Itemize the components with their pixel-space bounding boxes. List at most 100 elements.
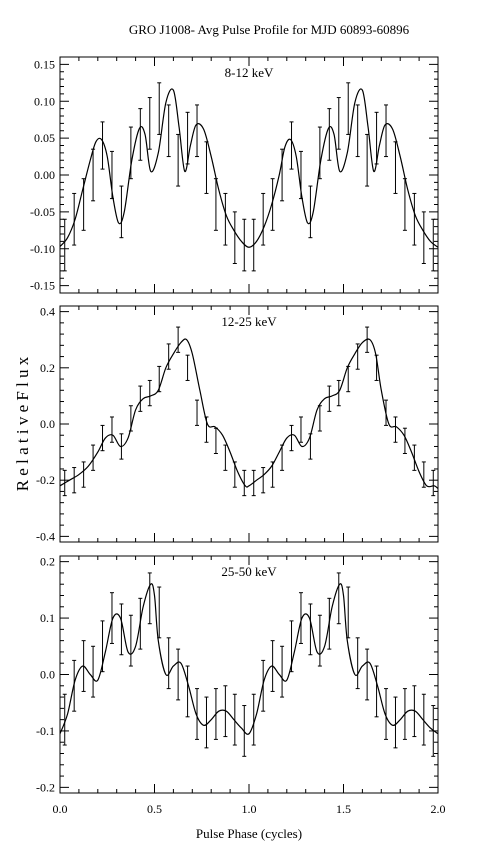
error-bar <box>393 416 398 443</box>
error-bar <box>195 104 200 158</box>
error-bar <box>128 126 133 180</box>
error-bar <box>251 218 256 272</box>
error-bar <box>308 433 313 460</box>
error-bar <box>431 705 436 757</box>
error-bar <box>195 399 200 426</box>
error-bar <box>242 705 247 757</box>
error-bar <box>384 688 389 740</box>
error-bar <box>384 399 389 426</box>
error-bar <box>91 645 96 698</box>
x-tick-label: 1.5 <box>336 802 351 816</box>
y-tick-label: -0.10 <box>30 242 55 256</box>
error-bar <box>62 693 67 746</box>
panel-energy-label: 25-50 keV <box>221 564 277 579</box>
error-bar <box>355 637 360 690</box>
profile-curve <box>59 338 439 490</box>
error-bar <box>109 592 114 644</box>
error-bar <box>280 444 285 471</box>
error-bar <box>298 150 303 200</box>
error-bar <box>412 444 417 471</box>
error-bar <box>213 427 218 454</box>
y-tick-label: 0.05 <box>34 131 55 145</box>
error-bar <box>261 192 266 246</box>
error-bar <box>157 365 162 393</box>
error-bar <box>421 461 426 488</box>
error-bar <box>72 467 77 494</box>
x-tick-label: 2.0 <box>431 802 446 816</box>
error-bar <box>346 82 351 135</box>
y-tick-label: 0.10 <box>34 94 55 108</box>
error-bar <box>355 104 360 158</box>
error-bar <box>374 354 379 381</box>
error-bar <box>374 665 379 718</box>
error-bar <box>185 111 190 165</box>
error-bar <box>138 385 143 412</box>
error-bar <box>355 343 360 370</box>
plot-frame <box>59 555 439 794</box>
error-bar <box>346 586 351 639</box>
error-bar <box>185 354 190 381</box>
panels: -0.15-0.10-0.050.000.050.100.158-12 keV-… <box>30 56 446 816</box>
error-bar <box>232 461 237 488</box>
error-bar <box>317 126 322 180</box>
error-bar <box>157 586 162 639</box>
error-bar <box>176 648 181 701</box>
y-tick-label: 0.0 <box>40 417 55 431</box>
y-tick-label: -0.15 <box>30 279 55 293</box>
error-bar <box>223 685 228 738</box>
error-bar <box>100 121 105 170</box>
error-bar <box>100 620 105 673</box>
error-bar <box>393 141 398 194</box>
error-bar <box>72 192 77 246</box>
panel-energy-label: 8-12 keV <box>225 65 274 80</box>
y-tick-label: -0.05 <box>30 205 55 219</box>
error-bar <box>365 326 370 353</box>
error-bar <box>421 211 426 264</box>
error-bar <box>119 185 124 239</box>
plot-frame <box>59 56 439 294</box>
panel-3: -0.2 -0.1 0.0 0.1 0.2 0.0 0.5 1.0 1.5 2.0 25-50 ke… <box>36 555 446 816</box>
error-bar <box>365 648 370 701</box>
error-bar <box>270 178 275 231</box>
figure-title: GRO J1008- Avg Pulse Profile for MJD 608… <box>129 22 410 37</box>
error-bar <box>280 645 285 698</box>
error-bar <box>270 640 275 692</box>
y-tick-label: -0.2 <box>36 780 55 794</box>
panel-energy-label: 12-25 keV <box>221 314 277 329</box>
error-bar <box>81 640 86 692</box>
error-bar <box>374 111 379 165</box>
error-bar <box>176 133 181 187</box>
error-bar <box>336 572 341 625</box>
error-bar <box>91 148 96 202</box>
error-bar <box>128 614 133 667</box>
error-bar <box>402 688 407 740</box>
error-bar <box>91 444 96 471</box>
error-bar <box>223 192 228 246</box>
error-bar <box>62 469 67 497</box>
error-bar <box>119 603 124 656</box>
error-bar <box>346 365 351 393</box>
profile-curve <box>59 88 439 248</box>
error-bar <box>336 379 341 407</box>
error-bar <box>270 461 275 488</box>
error-bar <box>251 469 256 497</box>
error-bar <box>128 405 133 432</box>
error-bar <box>280 148 285 202</box>
error-bar <box>289 620 294 673</box>
y-tick-label: 0.2 <box>40 555 55 569</box>
error-bar <box>138 597 143 650</box>
panel-2: -0.4 -0.2 0.0 0.2 0.4 12-25 keV <box>36 305 439 543</box>
error-bar <box>223 444 228 471</box>
error-bar <box>81 178 86 231</box>
error-bar <box>336 97 341 150</box>
error-bar <box>185 665 190 718</box>
error-bar <box>232 211 237 264</box>
error-bar <box>308 185 313 239</box>
error-bar <box>289 121 294 170</box>
y-axis-label: R e l a t i v e F l u x <box>13 356 32 491</box>
error-bar <box>327 108 332 161</box>
error-bar <box>402 427 407 454</box>
plot-frame <box>59 305 439 543</box>
error-bar <box>147 572 152 625</box>
